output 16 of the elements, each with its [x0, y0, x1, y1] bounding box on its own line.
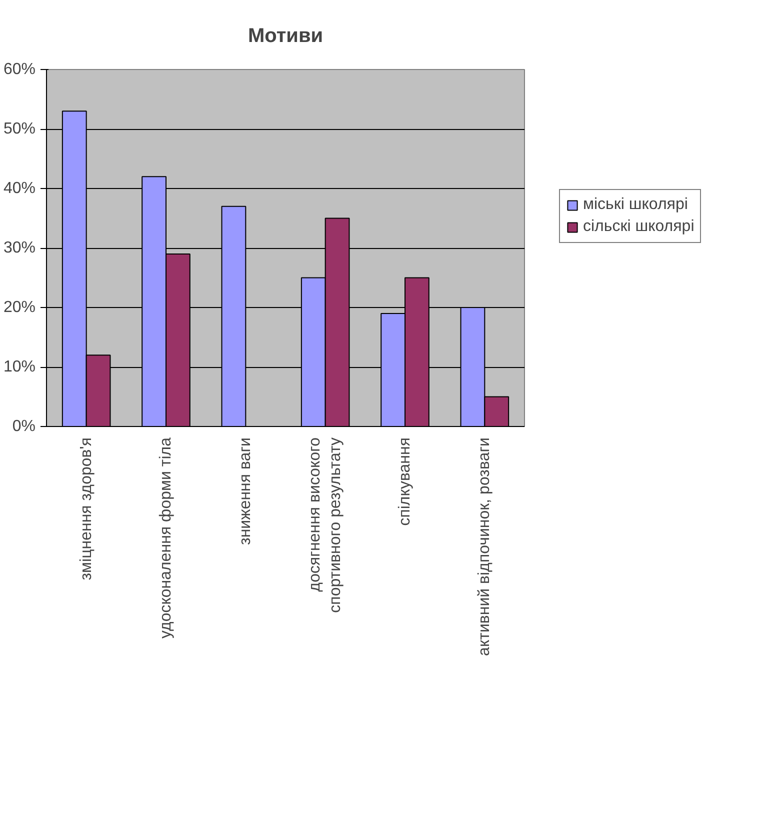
x-tick-label: зміцнення здоров'я — [78, 437, 95, 580]
y-tick-label: 60% — [3, 61, 36, 78]
y-tick-label: 0% — [12, 418, 36, 435]
legend-label: сільскі школярі — [583, 218, 694, 236]
y-tick-label: 50% — [3, 120, 36, 138]
legend-label: міські школярі — [583, 196, 688, 214]
y-tick-label: 20% — [3, 299, 36, 316]
chart-title: Мотиви — [248, 25, 324, 47]
y-tick-label: 10% — [3, 358, 36, 376]
y-tick-label: 30% — [3, 240, 36, 256]
x-tick-label: досягнення високого спортивного результату — [306, 437, 344, 613]
x-tick-label: спілкування — [396, 437, 414, 526]
x-tick-label: зниження ваги — [237, 438, 254, 545]
y-tick-label: 40% — [3, 180, 36, 197]
x-tick-label: удосконалення форми тіла — [158, 437, 174, 638]
x-tick-label: активний відпочинок, розваги — [476, 437, 494, 656]
